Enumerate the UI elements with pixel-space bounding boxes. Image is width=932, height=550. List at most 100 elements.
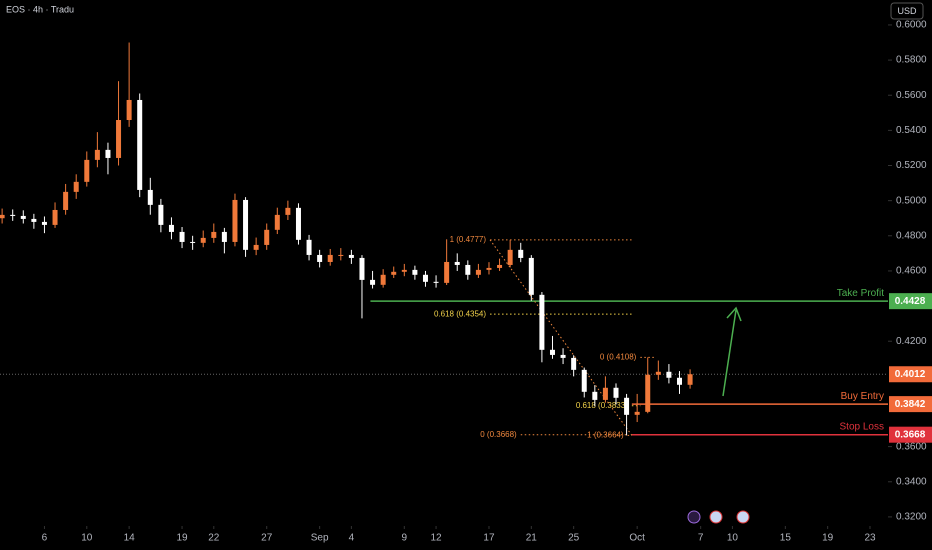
- fib-label: 0.618 (0.4354): [434, 309, 486, 318]
- x-tick-label: 22: [208, 533, 220, 544]
- arrow-head: [726, 306, 742, 322]
- price-box: [889, 426, 932, 443]
- candle-body: [391, 271, 397, 275]
- fib-label: 0 (0.3668): [480, 430, 517, 439]
- candle-body: [676, 377, 682, 385]
- candle-body: [20, 215, 26, 219]
- candle-body: [613, 387, 619, 398]
- y-tick-label: 0.5400: [896, 125, 927, 136]
- x-tick-label: Sep: [311, 533, 329, 544]
- candle-body: [602, 387, 608, 400]
- candle-body: [274, 214, 280, 230]
- y-tick-label: 0.6000: [896, 20, 927, 31]
- fib-label: 1 (0.4777): [450, 235, 487, 244]
- candle-body: [94, 149, 100, 160]
- trendline: [489, 239, 633, 436]
- x-tick-label: 7: [698, 533, 704, 544]
- candle-body: [200, 237, 206, 243]
- candle-body: [592, 391, 598, 400]
- candle-body: [243, 199, 249, 250]
- arrow-shaft: [722, 309, 737, 397]
- candle-body: [0, 214, 5, 219]
- candle-body: [370, 279, 376, 285]
- price-box: [889, 366, 932, 383]
- y-tick-label: 0.4200: [896, 336, 927, 347]
- candle-body: [211, 231, 217, 238]
- level-name: Buy Entry: [841, 391, 884, 402]
- level-name: Stop Loss: [840, 421, 884, 432]
- event-icon[interactable]: [709, 510, 723, 524]
- price-box-label: 0.4012: [895, 369, 926, 380]
- candle-body: [52, 209, 58, 225]
- candle-body: [348, 254, 354, 258]
- candle-body: [560, 354, 566, 358]
- candle-body: [624, 397, 630, 415]
- x-tick-label: 23: [864, 533, 876, 544]
- candle-body: [475, 269, 481, 275]
- candle-body: [63, 191, 69, 210]
- candle-body: [359, 257, 365, 280]
- candle-body: [190, 241, 196, 243]
- candle-body: [179, 231, 185, 242]
- candle-body: [10, 214, 16, 216]
- y-tick-label: 0.3600: [896, 441, 927, 452]
- candle-body: [634, 411, 640, 415]
- candle-body: [645, 374, 651, 412]
- currency-box[interactable]: [890, 2, 924, 20]
- x-tick-label: 25: [568, 533, 580, 544]
- candle-body: [338, 254, 344, 256]
- candle-body: [444, 261, 450, 283]
- candle-body: [571, 357, 577, 370]
- candle-body: [497, 264, 503, 268]
- x-tick-label: 27: [261, 533, 273, 544]
- candle-body: [581, 369, 587, 392]
- price-box: [889, 293, 932, 310]
- fib-label: 0 (0.4108): [600, 352, 637, 361]
- y-tick-label: 0.5200: [896, 160, 927, 171]
- price-box-label: 0.4428: [895, 296, 926, 307]
- candle-body: [126, 99, 132, 121]
- candle-body: [116, 120, 122, 158]
- price-box-label: 0.3668: [895, 429, 926, 440]
- candle-body: [84, 159, 90, 182]
- x-tick-label: 10: [81, 533, 93, 544]
- candle-body: [422, 274, 428, 282]
- candle-body: [31, 218, 37, 222]
- candle-body: [380, 274, 386, 285]
- candle-body: [465, 264, 471, 275]
- y-tick-label: 0.5000: [896, 195, 927, 206]
- event-icon[interactable]: [736, 510, 750, 524]
- candle-body: [147, 189, 153, 205]
- candle-body: [73, 181, 79, 192]
- candle-body: [253, 244, 259, 250]
- candle-body: [285, 207, 291, 215]
- level-name: Take Profit: [837, 288, 884, 299]
- fib-label: 1 (0.3664): [587, 431, 624, 440]
- candle-body: [666, 371, 672, 378]
- event-icon[interactable]: [687, 510, 701, 524]
- x-tick-label: 4: [349, 533, 355, 544]
- candle-body: [295, 207, 301, 240]
- candle-body: [264, 229, 270, 245]
- x-tick-label: Oct: [629, 533, 645, 544]
- candle-body: [221, 231, 227, 242]
- candle-body: [158, 204, 164, 225]
- x-tick-label: 12: [430, 533, 442, 544]
- x-tick-label: 17: [483, 533, 495, 544]
- y-tick-label: 0.5800: [896, 55, 927, 66]
- candle-body: [655, 371, 661, 375]
- candle-body: [528, 257, 534, 295]
- candle-body: [518, 249, 524, 258]
- candle-body: [105, 149, 111, 158]
- x-tick-label: 6: [42, 533, 48, 544]
- x-tick-label: 14: [124, 533, 136, 544]
- y-tick-label: 0.5600: [896, 90, 927, 101]
- candle-body: [433, 281, 439, 283]
- price-box: [889, 396, 932, 413]
- x-tick-label: 10: [727, 533, 739, 544]
- candle-body: [317, 254, 323, 262]
- currency-label[interactable]: USD: [897, 6, 917, 16]
